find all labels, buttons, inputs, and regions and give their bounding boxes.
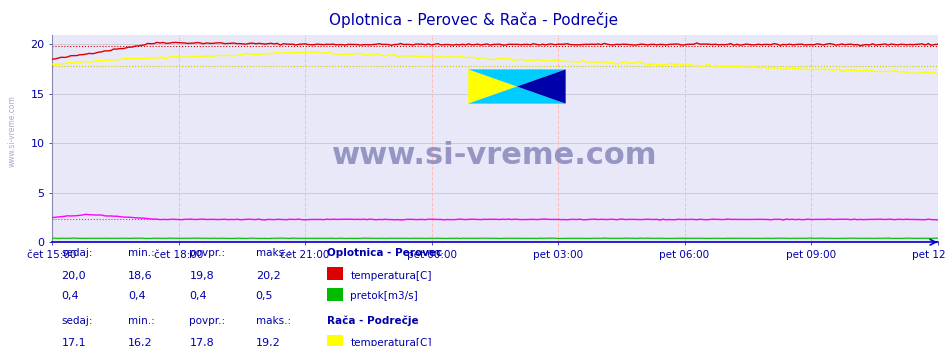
Polygon shape <box>468 70 517 104</box>
Text: sedaj:: sedaj: <box>62 248 93 258</box>
Text: sedaj:: sedaj: <box>62 316 93 326</box>
Text: 0,4: 0,4 <box>189 291 207 301</box>
Text: min.:: min.: <box>128 316 154 326</box>
Text: temperatura[C]: temperatura[C] <box>350 338 432 346</box>
Text: povpr.:: povpr.: <box>189 316 225 326</box>
Text: Oplotnica - Perovec & Rača - Podrečje: Oplotnica - Perovec & Rača - Podrečje <box>329 12 618 28</box>
Text: 0,4: 0,4 <box>62 291 80 301</box>
Text: temperatura[C]: temperatura[C] <box>350 271 432 281</box>
Text: Oplotnica - Perovec: Oplotnica - Perovec <box>327 248 442 258</box>
Polygon shape <box>468 70 565 86</box>
Text: 0,4: 0,4 <box>128 291 146 301</box>
Text: 20,2: 20,2 <box>256 271 280 281</box>
Text: 17,8: 17,8 <box>189 338 214 346</box>
Text: maks.:: maks.: <box>256 248 291 258</box>
Text: www.si-vreme.com: www.si-vreme.com <box>332 140 657 170</box>
Text: 18,6: 18,6 <box>128 271 152 281</box>
Text: 16,2: 16,2 <box>128 338 152 346</box>
Text: www.si-vreme.com: www.si-vreme.com <box>8 95 17 167</box>
Text: povpr.:: povpr.: <box>189 248 225 258</box>
Text: 17,1: 17,1 <box>62 338 86 346</box>
Text: 19,2: 19,2 <box>256 338 280 346</box>
Text: 20,0: 20,0 <box>62 271 86 281</box>
Text: min.:: min.: <box>128 248 154 258</box>
Text: Rača - Podrečje: Rača - Podrečje <box>327 315 419 326</box>
Text: pretok[m3/s]: pretok[m3/s] <box>350 291 419 301</box>
Polygon shape <box>517 70 565 104</box>
Text: maks.:: maks.: <box>256 316 291 326</box>
Text: 0,5: 0,5 <box>256 291 273 301</box>
Text: 19,8: 19,8 <box>189 271 214 281</box>
Polygon shape <box>468 86 565 104</box>
